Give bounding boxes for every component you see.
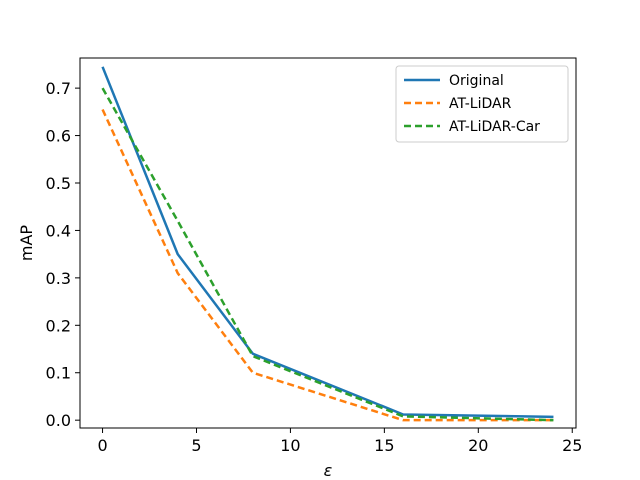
legend-label-3: AT-LiDAR-Car bbox=[449, 119, 540, 135]
legend-box bbox=[395, 65, 569, 143]
legend-label-2: AT-LiDAR bbox=[449, 96, 512, 112]
y-axis-label: mAP bbox=[17, 225, 36, 262]
x-tick-label: 20 bbox=[468, 436, 488, 455]
series-line-3 bbox=[101, 87, 554, 422]
x-tick-label: 0 bbox=[97, 436, 107, 455]
legend: Original AT-LiDAR AT-LiDAR-Car bbox=[395, 65, 569, 143]
series-line-2 bbox=[101, 108, 554, 422]
series-line-1 bbox=[101, 66, 554, 419]
x-tick-label: 15 bbox=[374, 436, 394, 455]
y-tick-label: 0.0 bbox=[46, 411, 71, 430]
y-tick-label: 0.6 bbox=[46, 127, 71, 146]
y-axis-ticks: 0.0 0.1 0.2 0.3 0.4 0.5 0.6 0.7 bbox=[46, 79, 80, 430]
series-lines bbox=[101, 66, 554, 422]
y-tick-label: 0.7 bbox=[46, 79, 71, 98]
y-tick-label: 0.1 bbox=[46, 364, 71, 383]
y-tick-label: 0.4 bbox=[46, 221, 71, 240]
y-tick-label: 0.2 bbox=[46, 316, 71, 335]
x-tick-label: 10 bbox=[280, 436, 300, 455]
x-tick-label: 25 bbox=[562, 436, 582, 455]
y-tick-label: 0.3 bbox=[46, 269, 71, 288]
x-axis-ticks: 0 5 10 15 20 25 bbox=[97, 428, 582, 455]
x-axis-label: ε bbox=[324, 461, 333, 480]
y-tick-label: 0.5 bbox=[46, 174, 71, 193]
x-tick-label: 5 bbox=[191, 436, 201, 455]
legend-label-1: Original bbox=[449, 73, 504, 89]
